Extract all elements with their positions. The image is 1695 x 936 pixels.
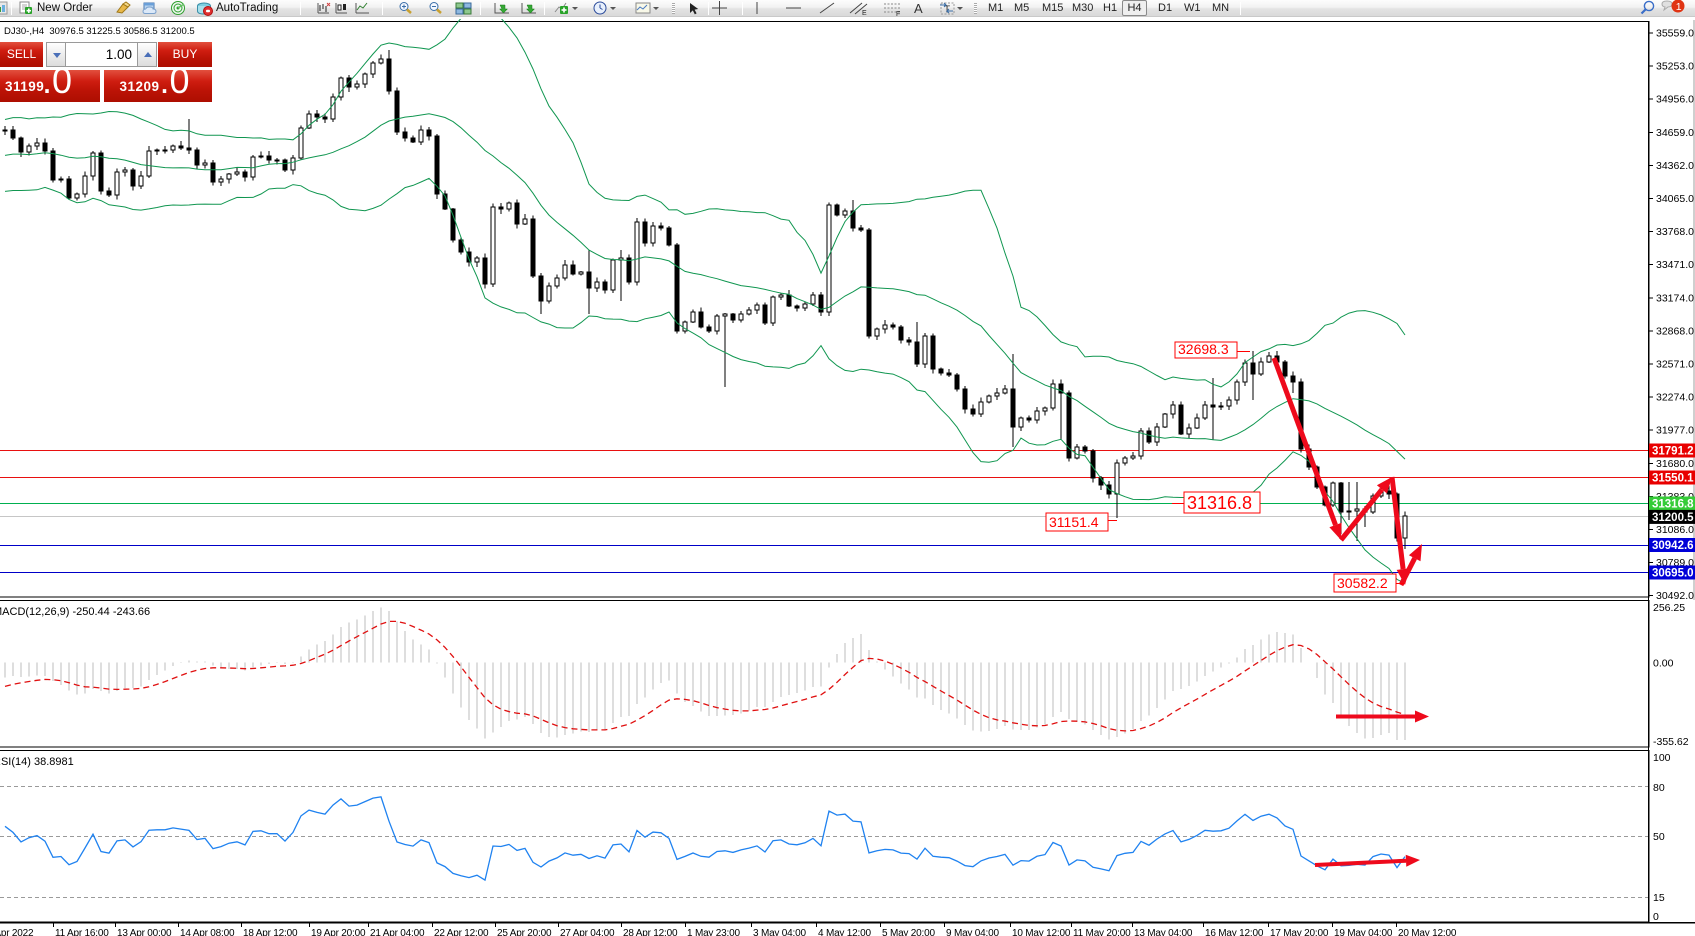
svg-text:34362.0: 34362.0 [1656, 160, 1694, 172]
svg-text:33174.0: 33174.0 [1656, 292, 1694, 304]
svg-text:256.25: 256.25 [1653, 602, 1685, 614]
svg-text:16 May 12:00: 16 May 12:00 [1205, 928, 1264, 936]
svg-text:31791.2: 31791.2 [1652, 446, 1694, 458]
svg-text:25 Apr 20:00: 25 Apr 20:00 [497, 928, 552, 936]
svg-text:E: E [862, 10, 867, 17]
svg-text:3 May 04:00: 3 May 04:00 [753, 928, 806, 936]
svg-text:50: 50 [1653, 831, 1665, 843]
svg-text:11 Apr 16:00: 11 Apr 16:00 [55, 928, 109, 936]
svg-text:30582.2: 30582.2 [1337, 575, 1388, 591]
svg-text:30942.6: 30942.6 [1652, 540, 1694, 552]
svg-text:31200.5: 31200.5 [1652, 512, 1694, 524]
svg-text:T: T [944, 5, 950, 16]
svg-text:-355.62: -355.62 [1653, 736, 1689, 748]
svg-text:13 May 04:00: 13 May 04:00 [1134, 928, 1193, 936]
svg-text:11 May 20:00: 11 May 20:00 [1073, 928, 1131, 936]
svg-text:DJ30-,H4 30976.5 31225.5 3058: DJ30-,H4 30976.5 31225.5 30586.5 31200.5 [4, 26, 195, 37]
svg-text:28 Apr 12:00: 28 Apr 12:00 [623, 928, 678, 936]
svg-text:5 May 20:00: 5 May 20:00 [882, 928, 935, 936]
svg-text:19 May 04:00: 19 May 04:00 [1334, 928, 1393, 936]
svg-text:80: 80 [1653, 782, 1665, 794]
svg-text:8 Apr 2022: 8 Apr 2022 [0, 928, 34, 936]
svg-text:34659.0: 34659.0 [1656, 127, 1694, 139]
svg-text:35253.0: 35253.0 [1656, 61, 1694, 73]
svg-text:32571.0: 32571.0 [1656, 359, 1694, 371]
svg-text:F: F [896, 11, 900, 17]
svg-text:0.00: 0.00 [1653, 658, 1674, 670]
svg-text:MACD(12,26,9) -250.44 -243.66: MACD(12,26,9) -250.44 -243.66 [0, 606, 150, 618]
svg-text:27 Apr 04:00: 27 Apr 04:00 [560, 928, 615, 936]
svg-text:31550.1: 31550.1 [1652, 473, 1694, 485]
svg-text:35559.0: 35559.0 [1656, 28, 1694, 40]
svg-text:4 May 12:00: 4 May 12:00 [818, 928, 871, 936]
svg-text:10 May 12:00: 10 May 12:00 [1012, 928, 1071, 936]
svg-text:19 Apr 20:00: 19 Apr 20:00 [311, 928, 366, 936]
svg-text:RSI(14) 38.8981: RSI(14) 38.8981 [0, 756, 74, 768]
svg-text:31086.0: 31086.0 [1656, 524, 1694, 536]
svg-text:21 Apr 04:00: 21 Apr 04:00 [370, 928, 425, 936]
svg-text:31680.0: 31680.0 [1656, 458, 1694, 470]
svg-text:31977.0: 31977.0 [1656, 425, 1694, 437]
svg-text:100: 100 [1653, 752, 1671, 764]
svg-text:14 Apr 08:00: 14 Apr 08:00 [180, 928, 235, 936]
svg-text:32698.3: 32698.3 [1178, 341, 1229, 357]
svg-text:30492.0: 30492.0 [1656, 590, 1694, 602]
svg-text:A: A [914, 1, 923, 16]
svg-text:20 May 12:00: 20 May 12:00 [1398, 928, 1457, 936]
svg-text:33768.0: 33768.0 [1656, 226, 1694, 238]
svg-text:32274.0: 32274.0 [1656, 392, 1694, 404]
svg-text:17 May 20:00: 17 May 20:00 [1270, 928, 1329, 936]
svg-text:32868.0: 32868.0 [1656, 325, 1694, 337]
svg-text:33471.0: 33471.0 [1656, 259, 1694, 271]
svg-text:31316.8: 31316.8 [1652, 499, 1694, 511]
svg-text:30695.0: 30695.0 [1652, 568, 1694, 580]
svg-text:9 May 04:00: 9 May 04:00 [946, 928, 999, 936]
svg-text:15: 15 [1653, 892, 1665, 904]
svg-text:1: 1 [1676, 1, 1682, 13]
svg-text:31151.4: 31151.4 [1049, 514, 1099, 530]
svg-text:0: 0 [1653, 911, 1659, 923]
svg-text:34065.0: 34065.0 [1656, 193, 1694, 205]
svg-text:22 Apr 12:00: 22 Apr 12:00 [434, 928, 489, 936]
svg-text:1 May 23:00: 1 May 23:00 [687, 928, 740, 936]
svg-text:13 Apr 00:00: 13 Apr 00:00 [117, 928, 172, 936]
svg-text:31316.8: 31316.8 [1187, 493, 1252, 513]
svg-text:18 Apr 12:00: 18 Apr 12:00 [243, 928, 298, 936]
svg-text:34956.0: 34956.0 [1656, 94, 1694, 106]
